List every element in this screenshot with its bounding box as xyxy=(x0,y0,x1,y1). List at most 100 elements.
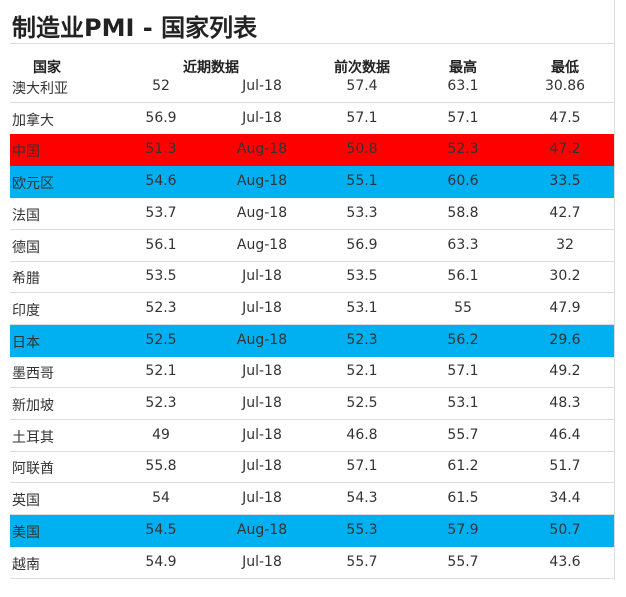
table-row: 印度 52.3 Jul-18 53.1 55 47.9 xyxy=(10,293,614,325)
table-cell: 墨西哥 xyxy=(12,366,54,383)
table-cell: 52.3 xyxy=(447,141,479,158)
table-cell: 54.9 xyxy=(145,553,177,570)
table-cell: 57.1 xyxy=(447,363,479,380)
table-cell: 30.2 xyxy=(549,268,581,285)
table-cell: 30.86 xyxy=(544,78,586,94)
table-cell: 60.6 xyxy=(447,173,479,190)
table-cell: Jul-18 xyxy=(242,299,282,316)
table-cell: 57.9 xyxy=(447,521,479,538)
table-cell: 51.7 xyxy=(549,458,581,475)
title: 制造业PMI - 国家列表 xyxy=(12,14,258,42)
table-cell: 57.1 xyxy=(346,109,378,126)
table-cell: Jul-18 xyxy=(242,78,282,94)
table-cell: 54 xyxy=(152,490,170,507)
table-cell: 英国 xyxy=(12,493,40,510)
column-header: 最低 xyxy=(551,60,579,76)
table-cell: 49 xyxy=(152,426,170,443)
table-cell: 52.3 xyxy=(346,331,378,348)
table-row: 日本 52.5 Aug-18 52.3 56.2 29.6 xyxy=(10,324,614,357)
table-cell: 46.8 xyxy=(346,426,378,443)
table-cell: 29.6 xyxy=(549,331,581,348)
table-cell: 希腊 xyxy=(12,271,40,288)
table-cell: 58.8 xyxy=(447,204,479,221)
table-cell: 54.6 xyxy=(145,173,177,190)
table-cell: 加拿大 xyxy=(12,112,54,129)
table-cell: 55 xyxy=(454,299,472,316)
table-cell: Jul-18 xyxy=(242,268,282,285)
table-cell: 46.4 xyxy=(549,426,581,443)
table-cell: 53.3 xyxy=(346,204,378,221)
table-cell: 52.5 xyxy=(145,331,177,348)
table-cell: 52.3 xyxy=(145,299,177,316)
table-cell: 56.9 xyxy=(145,109,177,126)
table-cell: 47.9 xyxy=(549,299,581,316)
table-cell: 54.5 xyxy=(145,521,177,538)
table-row: 美国 54.5 Aug-18 55.3 57.9 50.7 xyxy=(10,514,614,547)
table-cell: 63.1 xyxy=(447,78,479,94)
table-cell: 47.5 xyxy=(549,109,581,126)
table-cell: 澳大利亚 xyxy=(12,81,68,97)
table-cell: Aug-18 xyxy=(236,521,288,538)
table-cell: 52.1 xyxy=(346,363,378,380)
table-cell: 50.8 xyxy=(346,141,378,158)
table-cell: 55.3 xyxy=(346,521,378,538)
column-header: 国家 xyxy=(33,60,61,76)
table-cell: Jul-18 xyxy=(242,363,282,380)
table-cell: 61.2 xyxy=(447,458,479,475)
column-header: 最高 xyxy=(449,60,477,76)
table-cell: Jul-18 xyxy=(242,553,282,570)
column-header: 前次数据 xyxy=(334,60,390,76)
table-row: 澳大利亚 52 Jul-18 57.4 63.1 30.86 xyxy=(10,71,614,103)
table-cell: 美国 xyxy=(12,524,40,541)
table-cell: 55.1 xyxy=(346,173,378,190)
table-cell: 33.5 xyxy=(549,173,581,190)
table-cell: 土耳其 xyxy=(12,429,54,446)
table-row: 阿联酋 55.8 Jul-18 57.1 61.2 51.7 xyxy=(10,451,614,484)
column-header: 近期数据 xyxy=(183,60,239,76)
table-cell: Jul-18 xyxy=(242,426,282,443)
table-cell: 52.3 xyxy=(145,395,177,411)
table-cell: 43.6 xyxy=(549,553,581,570)
table-cell: 52.1 xyxy=(145,363,177,380)
table-cell: 51.3 xyxy=(145,141,177,158)
table-cell: 法国 xyxy=(12,207,40,224)
table-row: 越南 54.9 Jul-18 55.7 55.7 43.6 xyxy=(10,547,614,579)
table-cell: 53.7 xyxy=(145,204,177,221)
table-row: 新加坡 52.3 Jul-18 52.5 53.1 48.3 xyxy=(10,388,614,420)
table-cell: 56.9 xyxy=(346,236,378,253)
table-cell: 55.7 xyxy=(447,553,479,570)
table-cell: 53.5 xyxy=(346,268,378,285)
table-cell: 48.3 xyxy=(549,395,581,411)
table-cell: 61.5 xyxy=(447,490,479,507)
table-cell: 55.7 xyxy=(346,553,378,570)
table-cell: 55.8 xyxy=(145,458,177,475)
table-cell: 德国 xyxy=(12,239,40,256)
table-cell: Aug-18 xyxy=(236,204,288,221)
table-cell: Aug-18 xyxy=(236,236,288,253)
table-cell: 56.2 xyxy=(447,331,479,348)
table-cell: 34.4 xyxy=(549,490,581,507)
table-cell: 中国 xyxy=(12,144,40,161)
table-cell: 57.1 xyxy=(346,458,378,475)
table-row: 希腊 53.5 Jul-18 53.5 56.1 30.2 xyxy=(10,261,614,294)
table-cell: 32 xyxy=(556,236,574,253)
table-cell: Jul-18 xyxy=(242,109,282,126)
table-cell: 53.1 xyxy=(447,395,479,411)
table-cell: 49.2 xyxy=(549,363,581,380)
table-cell: 57.1 xyxy=(447,109,479,126)
table-row: 英国 54 Jul-18 54.3 61.5 34.4 xyxy=(10,483,614,516)
table-cell: 54.3 xyxy=(346,490,378,507)
table-cell: 新加坡 xyxy=(12,398,54,414)
table-cell: 53.5 xyxy=(145,268,177,285)
table-cell: 52.5 xyxy=(346,395,378,411)
table-cell: 52 xyxy=(152,78,170,94)
table-cell: 阿联酋 xyxy=(12,461,54,478)
table-cell: 47.2 xyxy=(549,141,581,158)
table-cell: Jul-18 xyxy=(242,395,282,411)
table-row: 法国 53.7 Aug-18 53.3 58.8 42.7 xyxy=(10,198,614,230)
table-cell: Aug-18 xyxy=(236,331,288,348)
table-row: 中国 51.3 Aug-18 50.8 52.3 47.2 xyxy=(10,134,614,167)
divider xyxy=(10,43,614,44)
table-cell: 欧元区 xyxy=(12,176,54,193)
